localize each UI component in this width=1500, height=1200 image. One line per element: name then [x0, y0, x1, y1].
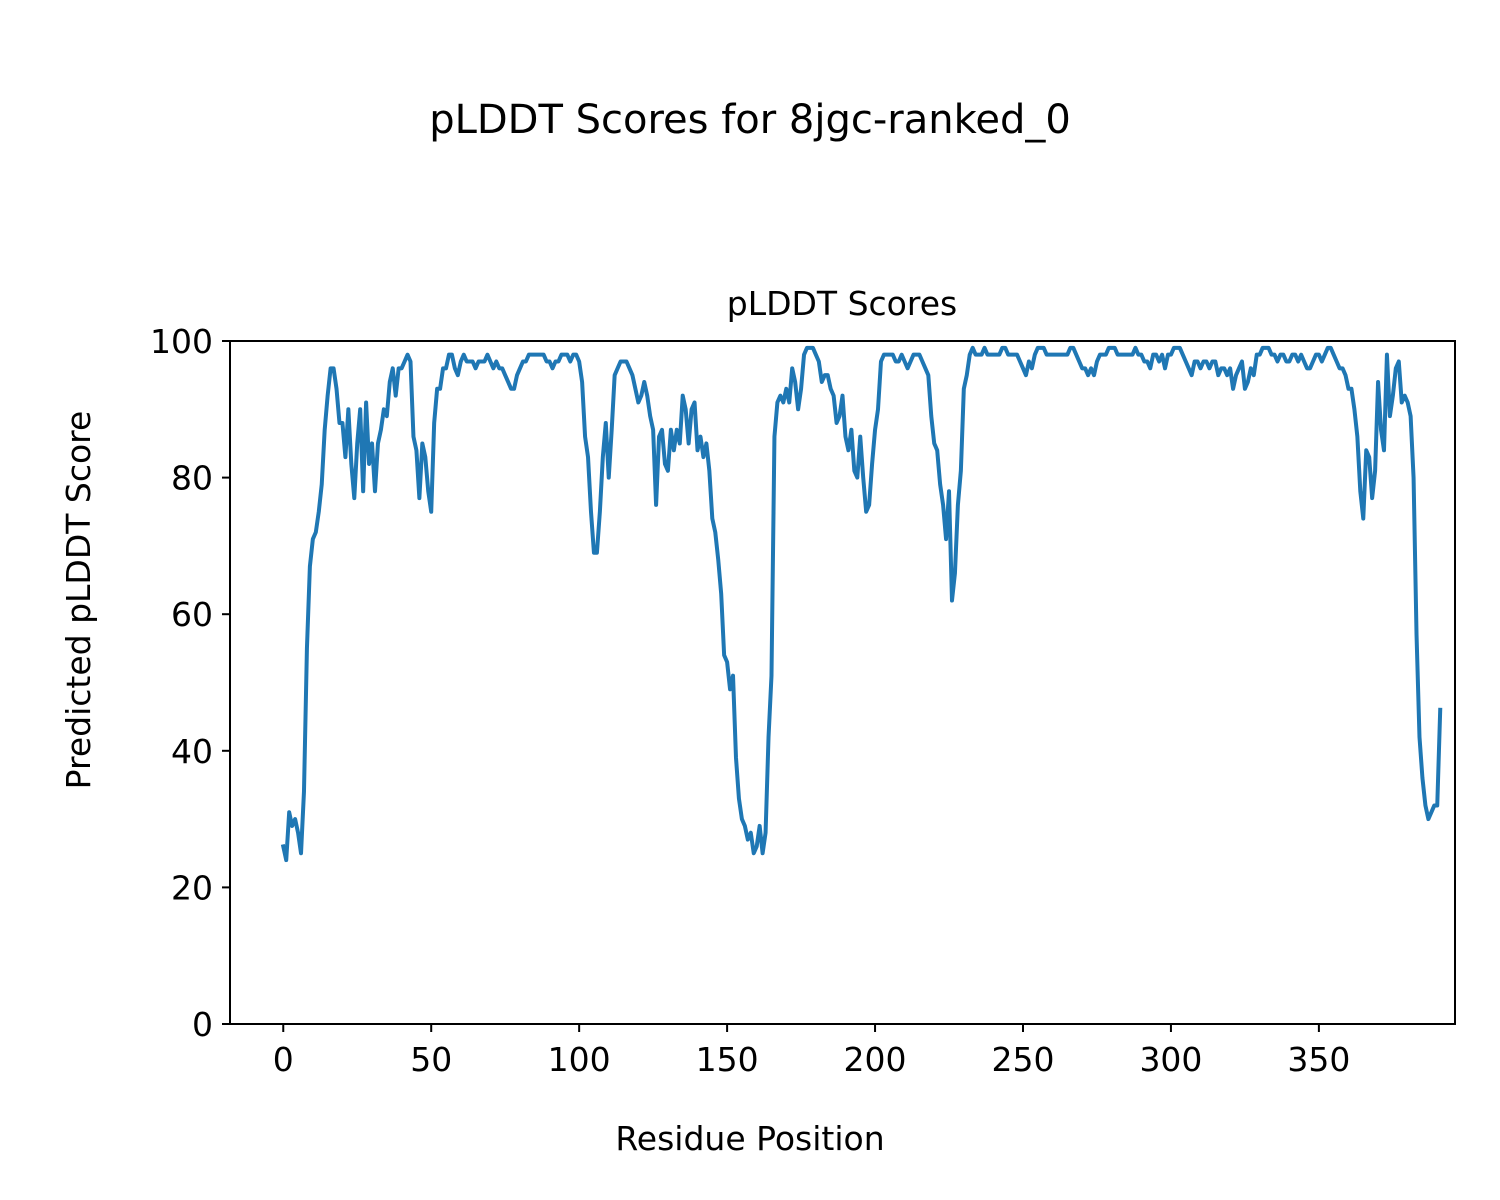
figure-suptitle: pLDDT Scores for 8jgc-ranked_0 [429, 97, 1071, 143]
x-axis-label: Residue Position [615, 1119, 884, 1158]
x-tick-label: 200 [844, 1040, 907, 1079]
x-tick-label: 250 [991, 1040, 1054, 1079]
y-tick-label: 100 [150, 322, 213, 361]
y-axis-ticks: 0 20 40 60 80 100 [150, 322, 230, 1044]
x-tick-label: 100 [548, 1040, 611, 1079]
y-axis-label: Predicted pLDDT Score [59, 411, 98, 790]
x-tick-label: 0 [273, 1040, 294, 1079]
y-tick-label: 0 [192, 1005, 213, 1044]
x-tick-label: 300 [1139, 1040, 1202, 1079]
y-tick-label: 20 [171, 868, 213, 907]
y-tick-label: 80 [171, 459, 213, 498]
x-axis-ticks: 0 50 100 150 200 250 300 350 [273, 1024, 1350, 1079]
series-layer [280, 345, 1443, 863]
y-tick-label: 60 [171, 595, 213, 634]
chart-title: pLDDT Scores [727, 284, 957, 323]
axes-frame [229, 340, 1456, 1025]
x-tick-label: 350 [1287, 1040, 1350, 1079]
y-tick-label: 40 [171, 732, 213, 771]
series-line [280, 345, 1443, 863]
x-tick-label: 50 [410, 1040, 452, 1079]
plot-area [229, 340, 1456, 1025]
x-tick-label: 150 [696, 1040, 759, 1079]
